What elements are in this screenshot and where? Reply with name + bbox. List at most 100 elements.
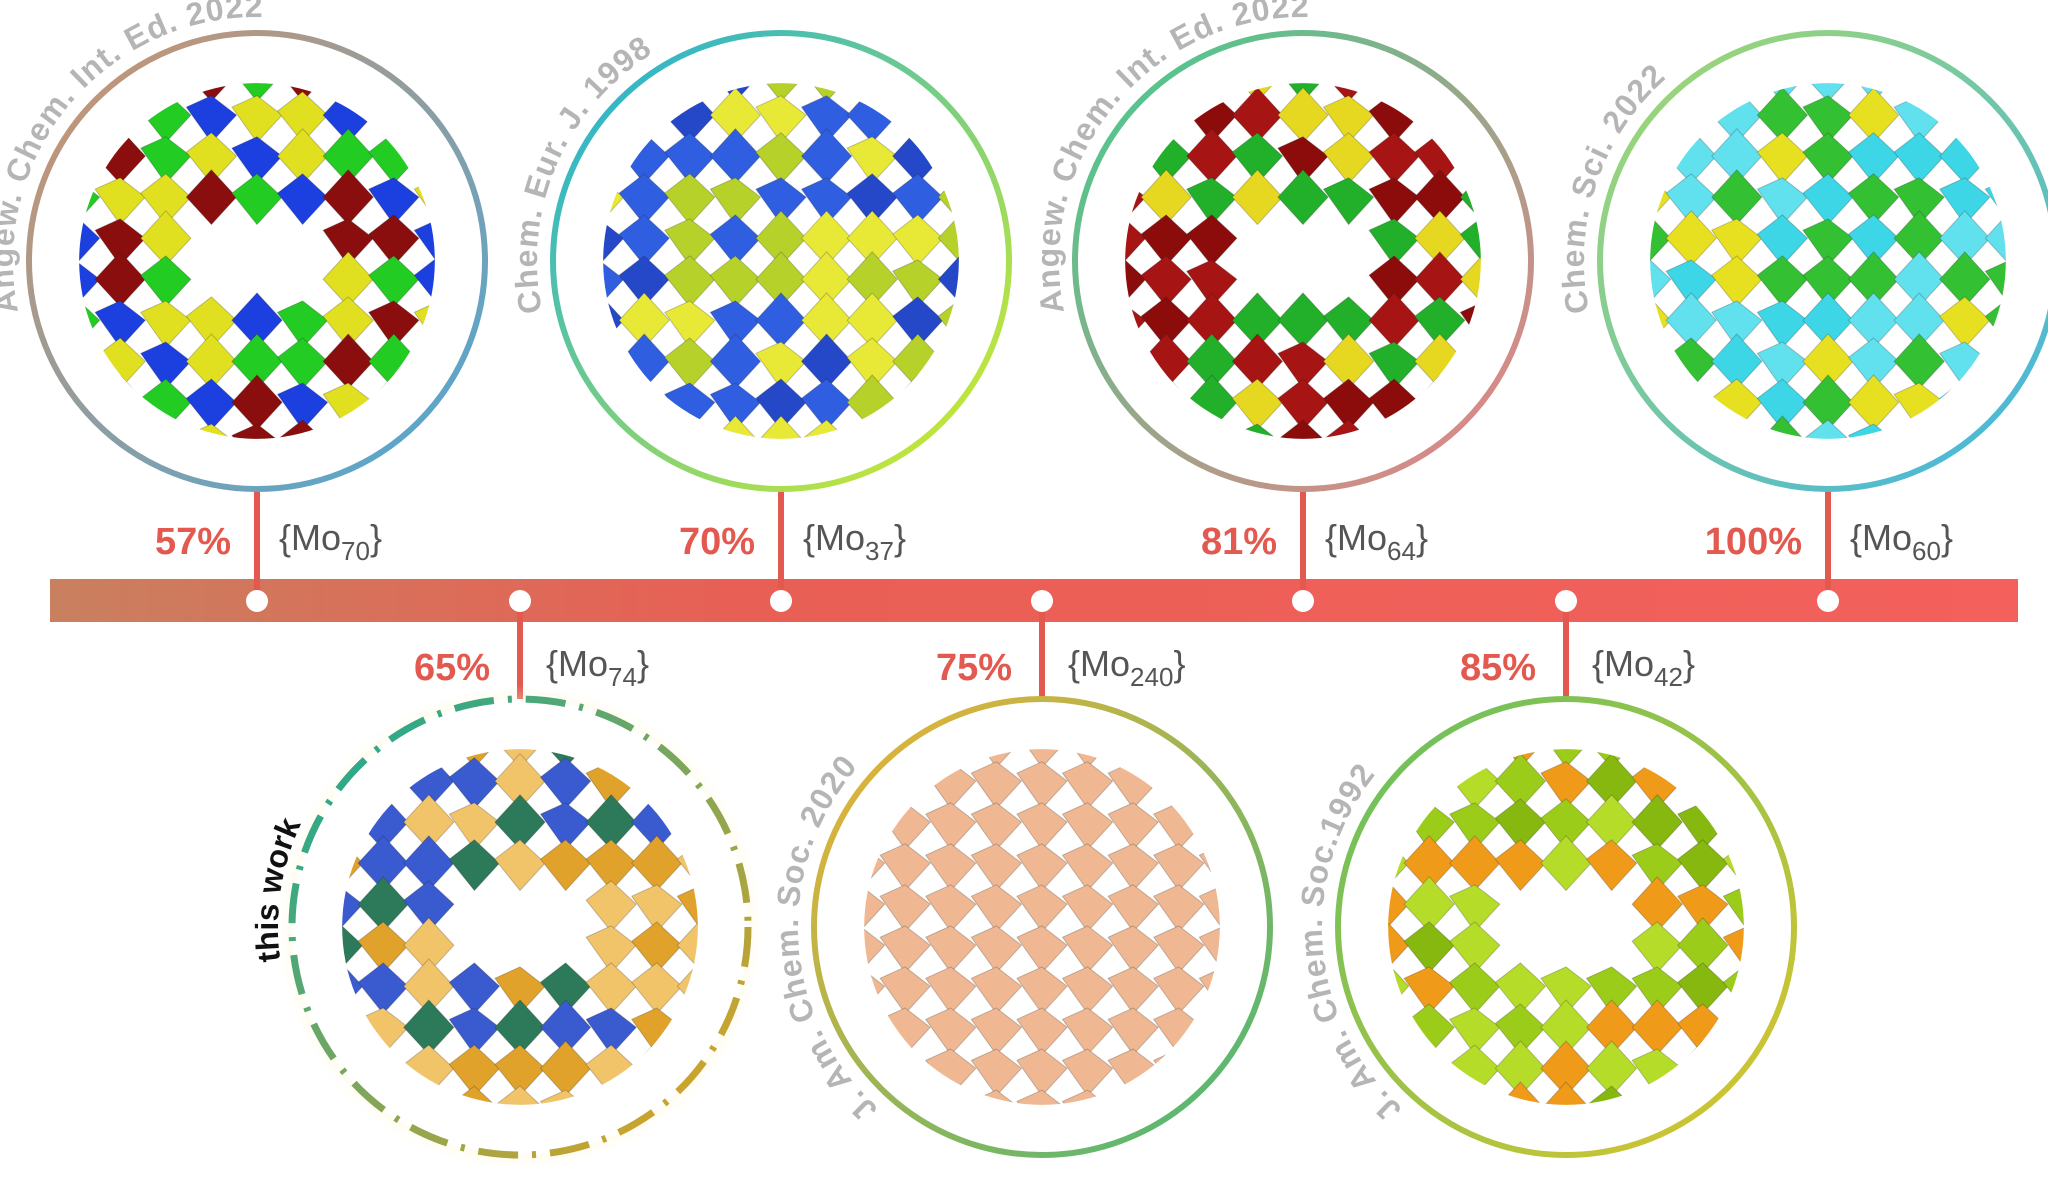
polyhedron [231,173,283,226]
polyhedron [1723,672,1773,727]
polyhedron [1404,676,1454,727]
polyhedron [574,461,624,512]
formula-subscript: 60 [1912,536,1941,566]
polyhedron [1245,1049,1295,1096]
polyhedron [1650,210,1672,267]
formula-suffix: } [1416,517,1428,558]
polyhedron [1016,1089,1068,1105]
polyhedron [95,461,145,512]
polyhedron [79,296,101,349]
polyhedron [1985,6,2035,61]
polyhedron [413,83,435,103]
polyhedron [1313,676,1363,727]
polyhedron [1245,1090,1295,1137]
polyhedron [1940,465,1990,512]
structure-circle [26,30,488,492]
structure-circle [1335,696,1797,1158]
polyhedron [603,218,625,267]
polyhedron [2031,416,2048,471]
polyhedron [835,1131,885,1178]
polyhedron [677,1123,727,1178]
polyhedron [413,423,435,439]
percent: 65% [414,647,490,689]
polyhedron [1984,419,2006,439]
timeline-dot [770,590,792,612]
polyhedron [1404,1131,1454,1178]
formula-subscript: 42 [1654,662,1683,692]
polyhedron [1245,1131,1295,1178]
formula-prefix: {Mo [546,643,608,684]
formula: {Mo70} [279,517,382,566]
polyhedron [1575,14,1625,61]
polyhedron [342,884,364,933]
polyhedron [937,423,959,439]
polyhedron [1575,416,1625,471]
timeline-dot [1555,590,1577,612]
polyhedron [1984,259,2006,308]
polyhedron [1769,680,1819,727]
polyhedron [1540,835,1592,892]
percent: 57% [155,521,231,563]
polyhedron [1459,251,1481,308]
polyhedron [276,173,329,226]
polyhedron [676,917,698,974]
polyhedron [1277,419,1329,439]
formula-suffix: } [370,517,382,558]
polyhedron [267,1082,317,1137]
polyhedron [1198,749,1220,769]
polyhedron [413,255,435,308]
structure-circle [288,695,752,1159]
polyhedron [1575,457,1625,512]
polyhedron [937,251,959,308]
polyhedron [267,721,317,768]
polyhedron [1245,762,1295,809]
polyhedron [1388,876,1410,933]
formula-suffix: } [1683,643,1695,684]
formula-subscript: 70 [341,536,370,566]
polyhedron [789,1131,839,1178]
polyhedron [1984,296,2006,349]
polyhedron [1199,1131,1249,1178]
polyhedron [1322,177,1375,226]
polyhedron [1388,917,1410,974]
polyhedron [528,420,578,471]
polyhedron [267,1041,317,1096]
formula: {Mo37} [803,517,906,566]
polyhedron [1506,10,1556,61]
polyhedron [880,1131,930,1178]
polyhedron [1154,1131,1204,1178]
polyhedron [1096,6,1146,61]
polyhedron [1769,1041,1819,1096]
polyhedron [1198,1089,1220,1105]
polyhedron [603,423,625,439]
formula-prefix: {Mo [1592,643,1654,684]
polyhedron [1141,457,1191,512]
polyhedron [4,383,54,430]
polyhedron [528,10,578,61]
polyhedron [79,259,101,308]
polyhedron [893,6,943,61]
polyhedron [938,6,988,61]
polyhedron [1722,749,1744,769]
polyhedron [4,424,54,471]
polyhedron [1506,55,1556,102]
polyhedron [1125,214,1147,267]
polyhedron [528,379,578,430]
polyhedron [1666,465,1716,512]
polyhedron [494,839,546,892]
polyhedron [1769,758,1819,809]
polyhedron [1388,749,1410,769]
polyhedron [603,292,625,349]
polyhedron [1231,169,1284,226]
polyhedron [1494,839,1547,892]
polyhedron [1984,210,2006,267]
formula-subscript: 64 [1387,536,1416,566]
polyhedron [267,758,317,809]
polyhedron [2031,51,2048,102]
polyhedron [267,672,317,727]
polyhedron [1621,457,1671,512]
polyhedron [414,461,464,512]
polyhedron [1459,214,1481,267]
polyhedron [1125,415,1147,439]
